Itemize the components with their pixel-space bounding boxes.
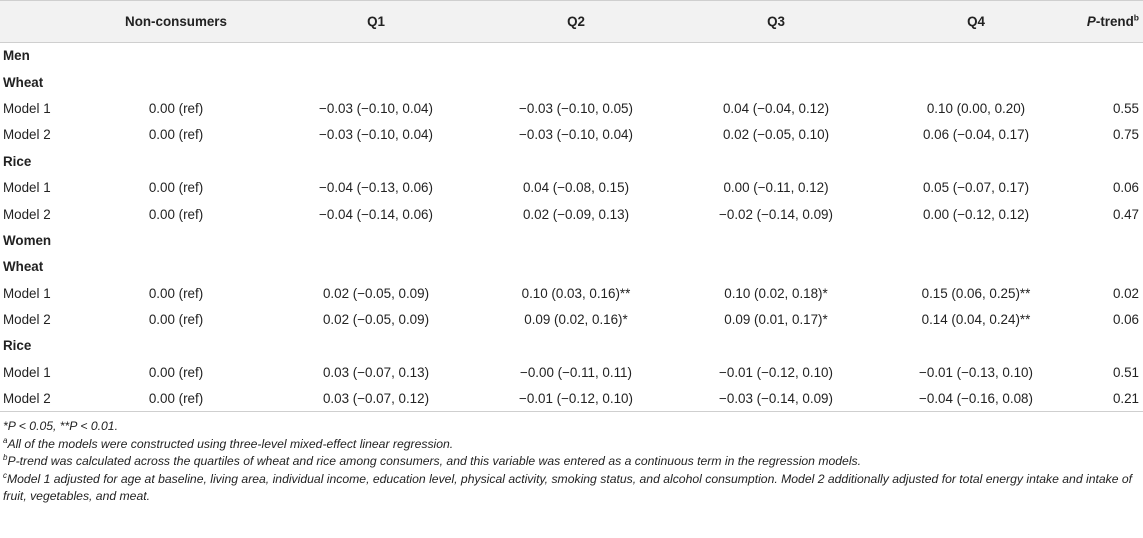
cell-non-consumers: 0.00 (ref) <box>148 285 204 301</box>
cell-q1: 0.02 (−0.05, 0.09) <box>322 285 430 301</box>
cell-q3: 0.00 (−0.11, 0.12) <box>723 180 829 196</box>
cell-p-trend: 0.02 <box>1112 285 1139 301</box>
section-row: Rice <box>0 333 1143 359</box>
cell-q2: 0.02 (−0.09, 0.13) <box>522 206 630 222</box>
table-row: Model 1 0.00 (ref) −0.04 (−0.13, 0.06) 0.04… <box>0 174 1143 200</box>
cell-non-consumers: 0.00 (ref) <box>148 100 204 116</box>
header-q3: Q3 <box>676 0 876 43</box>
cell-p-trend: 0.06 <box>1112 180 1139 196</box>
table-row: Model 2 0.00 (ref) 0.03 (−0.07, 0.12) −0.01… <box>0 385 1143 413</box>
row-label: Model 1 <box>3 100 51 116</box>
cell-q1: 0.03 (−0.07, 0.12) <box>276 385 476 413</box>
cell-q4: 0.14 (0.04, 0.24)** <box>921 312 1031 328</box>
section-row: Wheat <box>0 69 1143 95</box>
table-row: Model 1 0.00 (ref) 0.03 (−0.07, 0.13) −0.00… <box>0 359 1143 385</box>
header-p-trend: P-trendb <box>1076 0 1143 43</box>
cell-q3: 0.02 (−0.05, 0.10) <box>722 127 830 143</box>
cell-q2: 0.10 (0.03, 0.16)** <box>521 285 631 301</box>
cell-non-consumers: 0.00 (ref) <box>148 127 204 143</box>
subsection-rice: Rice <box>3 153 32 169</box>
cell-q2: 0.09 (0.02, 0.16)* <box>524 312 628 328</box>
cell-q4: 0.15 (0.06, 0.25)** <box>921 285 1031 301</box>
section-row: Rice <box>0 148 1143 174</box>
subsection-wheat: Wheat <box>3 74 44 90</box>
cell-q3: 0.04 (−0.04, 0.12) <box>722 100 830 116</box>
cell-non-consumers: 0.00 (ref) <box>148 364 204 380</box>
cell-q1: 0.03 (−0.07, 0.13) <box>322 364 430 380</box>
section-men: Men <box>3 48 30 64</box>
header-blank <box>0 0 76 43</box>
cell-q4: 0.05 (−0.07, 0.17) <box>922 180 1030 196</box>
cell-q3: −0.02 (−0.14, 0.09) <box>719 206 833 222</box>
cell-q4: 0.00 (−0.12, 0.12) <box>922 206 1030 222</box>
cell-q1: −0.03 (−0.10, 0.04) <box>319 100 433 116</box>
section-row: Wheat <box>0 254 1143 280</box>
cell-q4: −0.01 (−0.13, 0.10) <box>919 364 1033 380</box>
cell-p-trend: 0.06 <box>1112 312 1139 328</box>
results-table: Non-consumers Q1 Q2 Q3 Q4 P-trendb Men W… <box>0 0 1143 413</box>
table-row: Model 2 0.00 (ref) −0.03 (−0.10, 0.04) −0.0… <box>0 122 1143 148</box>
cell-q3: −0.03 (−0.14, 0.09) <box>676 385 876 413</box>
table-row: Model 1 0.00 (ref) −0.03 (−0.10, 0.04) −0.0… <box>0 95 1143 121</box>
section-row: Men <box>0 43 1143 69</box>
cell-q4: 0.10 (0.00, 0.20) <box>926 100 1026 116</box>
table-footnotes: *P < 0.05, **P < 0.01. aAll of the model… <box>0 412 1143 506</box>
cell-q1: −0.04 (−0.14, 0.06) <box>319 206 433 222</box>
cell-q2: −0.03 (−0.10, 0.05) <box>519 100 633 116</box>
header-q2: Q2 <box>476 0 676 43</box>
row-label: Model 1 <box>3 180 51 196</box>
header-non-consumers: Non-consumers <box>76 0 276 43</box>
cell-q2: 0.04 (−0.08, 0.15) <box>522 180 630 196</box>
cell-p-trend: 0.47 <box>1112 206 1139 222</box>
row-label: Model 2 <box>3 206 51 222</box>
cell-p-trend: 0.51 <box>1112 364 1139 380</box>
cell-p-trend: 0.55 <box>1112 100 1139 116</box>
cell-q1: 0.02 (−0.05, 0.09) <box>322 312 430 328</box>
row-label: Model 2 <box>0 385 76 413</box>
cell-q1: −0.04 (−0.13, 0.06) <box>319 180 433 196</box>
cell-q1: −0.03 (−0.10, 0.04) <box>319 127 433 143</box>
section-women: Women <box>3 232 52 248</box>
cell-non-consumers: 0.00 (ref) <box>148 312 204 328</box>
cell-q2: −0.01 (−0.12, 0.10) <box>476 385 676 413</box>
cell-p-trend: 0.75 <box>1112 127 1139 143</box>
row-label: Model 1 <box>3 285 51 301</box>
cell-non-consumers: 0.00 (ref) <box>76 385 276 413</box>
footnote-b: bP-trend was calculated across the quart… <box>3 453 862 469</box>
header-q4: Q4 <box>876 0 1076 43</box>
cell-non-consumers: 0.00 (ref) <box>148 180 204 196</box>
header-row: Non-consumers Q1 Q2 Q3 Q4 P-trendb <box>0 0 1143 43</box>
subsection-wheat: Wheat <box>3 259 44 275</box>
section-row: Women <box>0 227 1143 253</box>
header-q1: Q1 <box>276 0 476 43</box>
row-label: Model 1 <box>3 364 51 380</box>
table-row: Model 1 0.00 (ref) 0.02 (−0.05, 0.09) 0.10 … <box>0 280 1143 306</box>
table-row: Model 2 0.00 (ref) 0.02 (−0.05, 0.09) 0.09 … <box>0 306 1143 332</box>
footnote-significance: *P < 0.05, **P < 0.01. <box>3 419 118 434</box>
cell-q2: −0.03 (−0.10, 0.04) <box>519 127 633 143</box>
cell-q2: −0.00 (−0.11, 0.11) <box>520 364 632 380</box>
cell-q4: −0.04 (−0.16, 0.08) <box>876 385 1076 413</box>
table-row: Model 2 0.00 (ref) −0.04 (−0.14, 0.06) 0.02… <box>0 201 1143 227</box>
cell-non-consumers: 0.00 (ref) <box>148 206 204 222</box>
cell-q3: 0.09 (0.01, 0.17)* <box>724 312 828 328</box>
row-label: Model 2 <box>3 127 51 143</box>
footnote-a: aAll of the models were constructed usin… <box>3 435 454 451</box>
cell-p-trend: 0.21 <box>1076 385 1143 413</box>
cell-q3: 0.10 (0.02, 0.18)* <box>724 285 828 301</box>
subsection-rice: Rice <box>3 338 32 354</box>
row-label: Model 2 <box>3 312 51 328</box>
footnote-c: cModel 1 adjusted for age at baseline, l… <box>3 470 1133 504</box>
cell-q3: −0.01 (−0.12, 0.10) <box>719 364 833 380</box>
cell-q4: 0.06 (−0.04, 0.17) <box>922 127 1030 143</box>
